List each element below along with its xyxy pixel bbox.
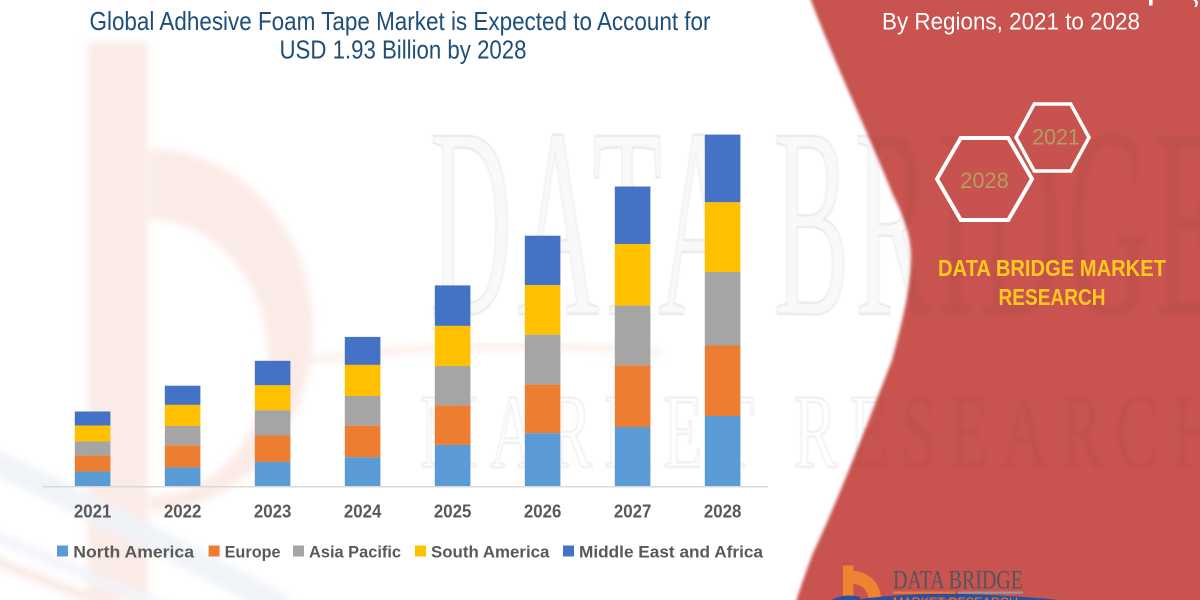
svg-text:South America: South America	[431, 542, 550, 561]
svg-text:Global Adhesive Foam Tape Mark: Global Adhesive Foam Tape Market is Expe…	[90, 6, 711, 36]
svg-text:MARKET RESEARCH: MARKET RESEARCH	[893, 595, 1018, 600]
svg-text:2028: 2028	[960, 168, 1009, 193]
svg-text:2025: 2025	[434, 500, 472, 521]
svg-text:By Regions, 2021 to 2028: By Regions, 2021 to 2028	[882, 9, 1140, 36]
svg-text:2026: 2026	[524, 500, 562, 521]
svg-text:2028: 2028	[704, 500, 742, 521]
svg-text:2021: 2021	[1032, 125, 1080, 150]
svg-text:USD 1.93 Billion by 2028: USD 1.93 Billion by 2028	[280, 35, 527, 65]
svg-text:2023: 2023	[254, 500, 292, 521]
svg-text:RESEARCH: RESEARCH	[999, 284, 1106, 310]
svg-text:Asia Pacific: Asia Pacific	[309, 542, 401, 561]
svg-text:2024: 2024	[344, 500, 382, 521]
svg-text:North America: North America	[73, 542, 194, 561]
svg-text:DATA BRIDGE MARKET: DATA BRIDGE MARKET	[938, 255, 1166, 281]
svg-text:DATA BRIDGE: DATA BRIDGE	[893, 566, 1023, 595]
svg-text:2027: 2027	[614, 500, 652, 521]
svg-text:2022: 2022	[164, 500, 202, 521]
svg-text:2021: 2021	[74, 500, 112, 521]
svg-text:Europe: Europe	[225, 542, 281, 561]
svg-text:Middle East and Africa: Middle East and Africa	[579, 542, 764, 561]
